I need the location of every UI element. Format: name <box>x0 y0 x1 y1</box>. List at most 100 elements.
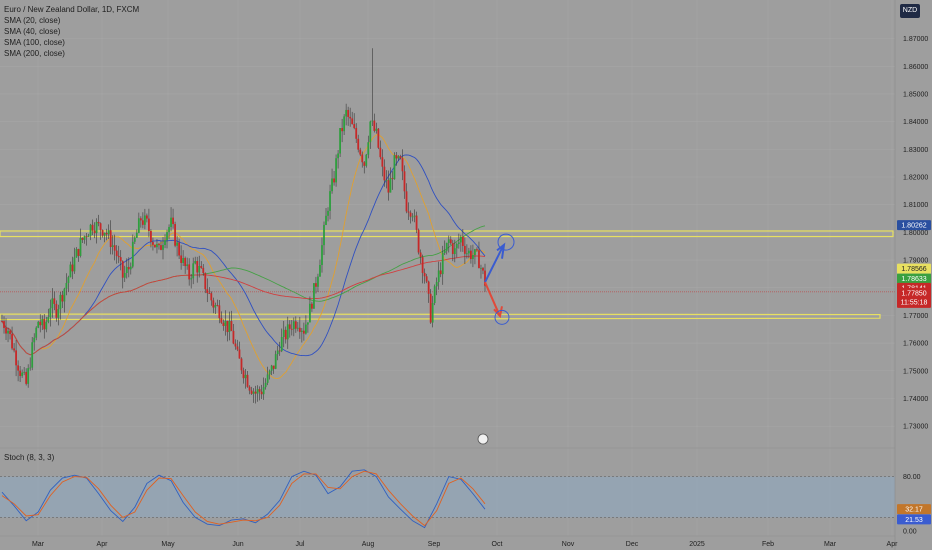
candle <box>61 294 64 302</box>
candle <box>461 236 464 246</box>
candle <box>361 154 364 163</box>
candle <box>242 370 245 379</box>
bullish-arrowhead <box>496 242 506 259</box>
candle <box>292 321 295 330</box>
candle <box>256 389 259 394</box>
candle <box>419 252 422 258</box>
candle <box>198 265 201 273</box>
candle <box>55 303 58 318</box>
candle <box>268 370 271 375</box>
candle <box>252 391 255 394</box>
candle <box>77 249 80 256</box>
candle <box>31 342 34 368</box>
candle <box>51 298 54 309</box>
candle <box>425 276 428 282</box>
time-tick-label: Feb <box>762 541 774 548</box>
candle <box>415 215 418 230</box>
candle <box>190 278 193 280</box>
candle <box>21 372 24 376</box>
sma-20-line <box>1 134 486 379</box>
candle <box>160 245 162 250</box>
candle <box>125 266 128 273</box>
candle <box>274 354 277 369</box>
price-tick-label: 1.84000 <box>903 119 928 126</box>
candle <box>113 245 116 251</box>
candle <box>71 264 74 272</box>
stochastic-pane <box>0 469 895 529</box>
symbol-title[interactable]: Euro / New Zealand Dollar, 1D, FXCM <box>4 5 140 14</box>
candle <box>309 303 311 323</box>
candle <box>288 324 291 329</box>
candle <box>480 267 482 269</box>
stoch-band <box>0 476 895 518</box>
candle <box>192 263 195 279</box>
price-tick-label: 1.80000 <box>903 230 928 237</box>
candle <box>1 320 3 322</box>
candle <box>238 349 241 359</box>
candle <box>150 230 152 243</box>
candle <box>359 149 362 155</box>
currency-badge[interactable]: NZD <box>900 4 920 18</box>
candle <box>307 322 309 325</box>
candle <box>439 270 442 275</box>
candle <box>127 266 130 270</box>
candle <box>385 180 388 182</box>
candle <box>97 221 100 224</box>
price-tag-last: 1.77850 <box>901 290 926 297</box>
candle <box>335 158 337 183</box>
candle <box>453 248 456 255</box>
candle <box>276 350 279 355</box>
candle <box>186 264 189 267</box>
legend-sma-100[interactable]: SMA (100, close) <box>4 38 65 47</box>
candle <box>272 365 275 369</box>
candle <box>59 294 62 310</box>
candle <box>240 358 243 371</box>
time-tick-label: Sep <box>428 541 441 548</box>
resistance-zone <box>0 230 894 238</box>
candle <box>168 226 170 233</box>
candle <box>75 249 78 258</box>
price-tick-label: 1.87000 <box>903 36 928 43</box>
candle <box>101 230 104 236</box>
stoch-title[interactable]: Stoch (8, 3, 3) <box>4 453 55 462</box>
candle <box>459 236 462 243</box>
candle <box>188 264 191 280</box>
candle <box>174 224 176 246</box>
candle <box>103 232 106 236</box>
price-tags: 1.802621.785661.786331.781411.7785011:55… <box>897 220 931 525</box>
price-tick-label: 1.83000 <box>903 147 928 154</box>
time-tick-label: May <box>161 541 175 548</box>
candle <box>437 270 440 283</box>
candle <box>441 252 444 275</box>
legend-sma-200[interactable]: SMA (200, close) <box>4 49 65 58</box>
legend-sma-40[interactable]: SMA (40, close) <box>4 27 61 36</box>
candle <box>423 272 426 277</box>
candle <box>246 374 249 387</box>
candle <box>85 236 88 238</box>
candle <box>107 230 110 235</box>
candle <box>375 128 378 131</box>
candle <box>226 320 229 333</box>
candle <box>482 267 484 271</box>
candle <box>397 156 400 159</box>
candle <box>194 261 197 264</box>
legend-sma-20[interactable]: SMA (20, close) <box>4 16 61 25</box>
candle <box>91 224 94 231</box>
price-tag-sma-green-bg <box>897 273 931 284</box>
candle <box>53 298 56 304</box>
candle <box>206 289 209 294</box>
candle <box>282 329 285 338</box>
candle <box>445 242 448 251</box>
candle <box>401 158 404 172</box>
candle <box>325 215 327 225</box>
candle <box>33 337 36 343</box>
candle <box>41 318 44 326</box>
candle <box>13 348 15 351</box>
candle <box>244 374 247 379</box>
price-tick-label: 1.79000 <box>903 258 928 265</box>
candle <box>468 250 470 254</box>
price-tag-sma-yellow: 1.78566 <box>901 266 926 273</box>
candle <box>367 142 370 155</box>
time-tick-label: Dec <box>626 541 639 548</box>
